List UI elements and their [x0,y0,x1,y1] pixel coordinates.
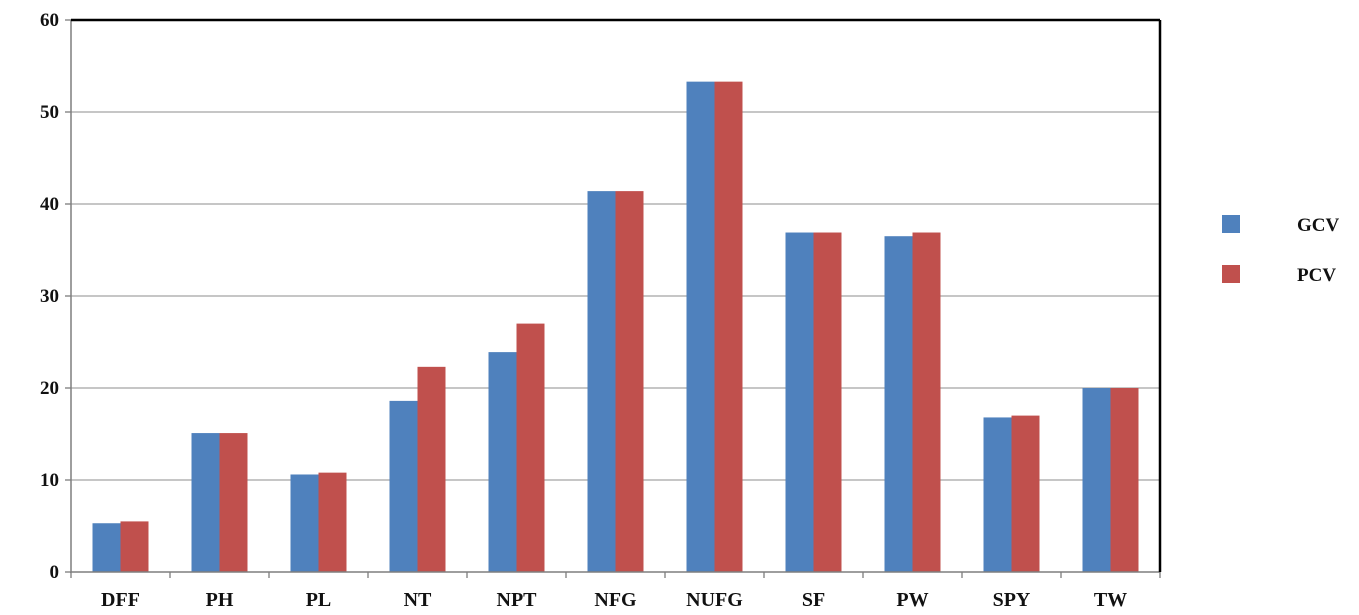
bar-gcv-nt [389,400,418,572]
x-tick-label: NT [404,589,432,610]
bar-gcv-sf [785,232,814,572]
bar-pcv-nufg [714,81,743,572]
y-tick-label: 30 [40,286,59,307]
legend-label-gcv: GCV [1297,215,1340,236]
y-tick-label: 60 [40,10,59,31]
bar-pcv-ph [219,433,248,572]
x-tick-label: DFF [101,589,140,610]
axes: 0 10 20 30 40 50 60 DFF PH PL NT NPT NFG NUFG SF PW SPY T… [40,10,1162,611]
legend-swatch-pcv [1222,265,1240,283]
legend: GCV PCV [1222,215,1340,286]
x-tick-label: PL [306,589,332,610]
x-tick-label: PH [206,589,234,610]
y-tick-label: 0 [50,562,60,583]
x-tick-label: NFG [594,589,637,610]
x-tick-label: SF [802,589,825,610]
y-tick-label: 50 [40,102,59,123]
bar-gcv-tw [1082,388,1111,572]
x-tick-label: SPY [993,589,1031,610]
bar-pcv-tw [1110,388,1139,572]
legend-swatch-gcv [1222,215,1240,233]
y-tick-label: 10 [40,470,59,491]
bar-gcv-nfg [587,191,616,572]
bars [92,81,1139,572]
bar-gcv-nufg [686,81,715,572]
bar-gcv-npt [488,352,517,572]
bar-gcv-pw [884,236,913,572]
bar-gcv-ph [191,433,220,572]
bar-pcv-dff [120,521,149,572]
bar-gcv-dff [92,523,121,572]
x-tick-label: NPT [497,589,538,610]
x-tick-label: NUFG [686,589,743,610]
bar-pcv-nt [417,366,446,572]
bar-pcv-pl [318,472,347,572]
y-tick-label: 40 [40,194,59,215]
bar-pcv-spy [1011,415,1040,572]
bar-pcv-nfg [615,191,644,572]
bar-pcv-pw [912,232,941,572]
bar-gcv-pl [290,474,319,572]
legend-label-pcv: PCV [1297,265,1336,286]
x-tick-label: TW [1094,589,1127,610]
bar-pcv-npt [516,323,545,572]
x-tick-label: PW [896,589,928,610]
bar-gcv-spy [983,417,1012,572]
y-tick-label: 20 [40,378,59,399]
bar-pcv-sf [813,232,842,572]
